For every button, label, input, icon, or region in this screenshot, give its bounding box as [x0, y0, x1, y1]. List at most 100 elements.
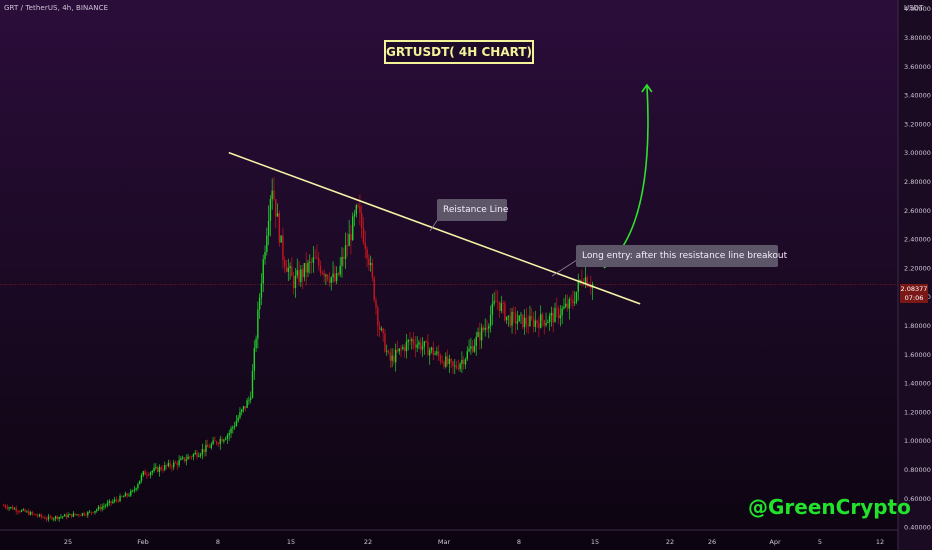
candle-body-163: [294, 275, 297, 289]
candle-body-126: [228, 433, 230, 436]
candle-body-302: [543, 320, 545, 326]
candle-body-12: [24, 509, 26, 512]
candle-body-83: [151, 470, 153, 473]
candle-body-301: [541, 314, 544, 321]
candle-body-206: [371, 263, 374, 278]
candle-body-255: [459, 363, 461, 369]
candle-body-34: [63, 514, 66, 517]
candle-body-227: [409, 340, 411, 341]
resistance-line: [228, 151, 641, 305]
candle-body-46: [85, 514, 87, 516]
candle-body-112: [203, 449, 205, 453]
candle-body-278: [500, 303, 502, 311]
candle-body-226: [407, 340, 409, 342]
candle-body-244: [439, 355, 442, 362]
candle-body-164: [296, 270, 298, 276]
candle-body-181: [326, 274, 329, 280]
candle-body-58: [106, 502, 109, 506]
y-tick-label-7: 1.80000: [904, 322, 931, 330]
candle-body-167: [301, 269, 304, 278]
x-tick-label-9: 26: [708, 538, 716, 546]
candle-body-207: [373, 277, 375, 301]
candle-body-180: [325, 274, 327, 277]
candle-body-317: [570, 299, 572, 301]
x-tick-label-7: 15: [591, 538, 599, 546]
candle-body-265: [477, 332, 479, 337]
candle-body-68: [124, 493, 127, 497]
candle-body-3: [8, 507, 10, 509]
long-entry-label[interactable]: Long entry: after this resistance line b…: [576, 245, 787, 267]
candle-body-192: [346, 245, 349, 247]
candle-body-156: [282, 235, 284, 260]
resistance-line-label[interactable]: Reistance Line: [437, 199, 508, 221]
candle-body-155: [280, 235, 282, 243]
candle-body-251: [452, 361, 454, 366]
candle-body-137: [248, 399, 250, 401]
candle-body-5: [11, 507, 14, 510]
y-tick-label-12: 2.80000: [904, 178, 931, 186]
candle-body-20: [38, 514, 41, 517]
candle-body-35: [65, 514, 68, 518]
candle-body-208: [375, 300, 377, 308]
candle-body-289: [520, 314, 522, 316]
candle-body-100: [181, 457, 184, 459]
candle-body-71: [130, 491, 132, 496]
candle-body-294: [529, 316, 531, 326]
candle-body-73: [133, 489, 136, 491]
candle-body-211: [380, 328, 383, 330]
candle-body-287: [516, 321, 519, 324]
candle-body-293: [527, 324, 529, 326]
candle-body-296: [532, 318, 535, 327]
candle-body-89: [162, 469, 164, 471]
candle-body-262: [471, 346, 474, 352]
candle-body-233: [420, 342, 422, 350]
candle-body-186: [335, 273, 338, 282]
candle-body-92: [167, 462, 170, 466]
candle-body-306: [550, 312, 553, 316]
candle-body-127: [230, 428, 232, 434]
candle-body-196: [353, 214, 356, 217]
candle-body-299: [538, 322, 540, 328]
candle-body-292: [525, 317, 528, 325]
chart-title: GRTUSDT( 4H CHART): [384, 40, 534, 64]
candle-body-212: [382, 328, 384, 334]
candle-body-270: [486, 327, 488, 329]
candle-body-310: [557, 308, 560, 319]
candle-body-9: [19, 511, 21, 513]
price-axis-panel: [898, 0, 932, 550]
candle-body-130: [235, 421, 238, 426]
candle-body-279: [502, 303, 504, 305]
candle-body-326: [586, 277, 588, 287]
y-tick-label-11: 2.60000: [904, 207, 931, 215]
y-tick-label-13: 3.00000: [904, 149, 931, 157]
candle-body-4: [10, 507, 12, 508]
candle-body-160: [289, 266, 291, 269]
y-tick-label-14: 3.20000: [904, 120, 931, 128]
candle-body-162: [292, 276, 295, 289]
candle-body-195: [352, 216, 354, 241]
x-tick-label-11: 5: [818, 538, 822, 546]
candle-body-47: [87, 511, 89, 516]
candle-body-214: [386, 350, 388, 352]
candle-body-13: [26, 511, 28, 513]
candle-body-115: [208, 447, 211, 448]
x-tick-label-6: 8: [517, 538, 521, 546]
candle-body-187: [337, 273, 340, 275]
candle-body-200: [360, 213, 363, 228]
candle-body-318: [572, 300, 574, 304]
candle-body-219: [394, 349, 397, 363]
candle-body-114: [207, 444, 209, 448]
breakout-arrowhead: [641, 83, 653, 93]
x-tick-label-1: Feb: [137, 538, 149, 546]
candle-body-129: [233, 425, 236, 428]
candle-body-138: [250, 397, 252, 400]
candle-body-21: [40, 514, 42, 517]
candle-body-24: [45, 518, 48, 520]
candle-body-267: [480, 327, 483, 341]
candle-body-191: [344, 245, 347, 259]
candle-body-161: [291, 266, 293, 277]
candle-body-16: [31, 512, 34, 514]
x-tick-label-8: 22: [666, 538, 674, 546]
